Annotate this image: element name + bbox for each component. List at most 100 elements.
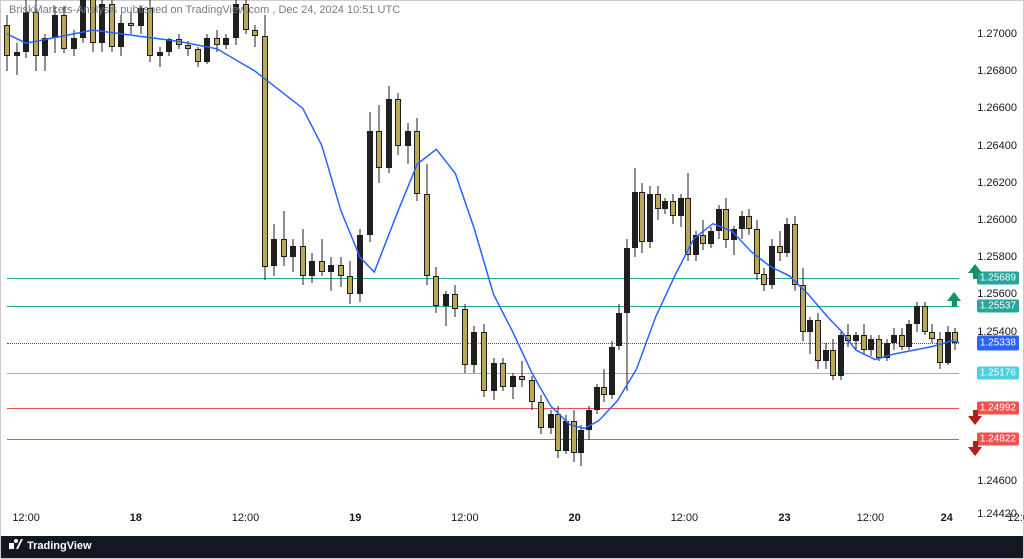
candle[interactable] [800, 268, 806, 341]
candle[interactable] [118, 15, 124, 56]
candle[interactable] [632, 168, 638, 257]
candle[interactable] [731, 226, 737, 256]
candle[interactable] [792, 216, 798, 290]
candle[interactable] [405, 123, 411, 164]
candle[interactable] [739, 211, 745, 239]
candle[interactable] [594, 384, 600, 414]
candle[interactable] [519, 361, 525, 387]
candle[interactable] [157, 47, 163, 67]
candle[interactable] [937, 332, 943, 369]
candle[interactable] [906, 320, 912, 350]
candle[interactable] [386, 86, 392, 173]
candle[interactable] [823, 343, 829, 369]
candle[interactable] [685, 173, 691, 260]
candle[interactable] [655, 186, 661, 219]
candle[interactable] [708, 227, 714, 247]
candle[interactable] [195, 47, 201, 67]
candle[interactable] [571, 410, 577, 462]
candle[interactable] [922, 302, 928, 335]
candle[interactable] [746, 209, 752, 235]
candle[interactable] [945, 326, 951, 365]
candle[interactable] [845, 324, 851, 346]
candle[interactable] [433, 267, 439, 314]
candle[interactable] [662, 198, 668, 215]
candle[interactable] [624, 239, 630, 392]
candle[interactable] [716, 205, 722, 238]
candle[interactable] [214, 30, 220, 52]
candle[interactable] [223, 34, 229, 49]
candle[interactable] [166, 38, 172, 57]
candle[interactable] [300, 229, 306, 285]
candle[interactable] [777, 231, 783, 261]
candle[interactable] [529, 376, 535, 409]
candle[interactable] [204, 34, 210, 64]
candle[interactable] [555, 406, 561, 458]
candle[interactable] [830, 339, 836, 380]
candle[interactable] [500, 358, 506, 391]
candle[interactable] [754, 220, 760, 280]
plot-area[interactable]: 1.256891.255371.251761.249921.248221.253… [7, 19, 959, 512]
candle[interactable] [510, 373, 516, 399]
candle[interactable] [586, 406, 592, 439]
candle[interactable] [876, 335, 882, 361]
candle[interactable] [914, 302, 920, 332]
candle[interactable] [693, 231, 699, 261]
candle[interactable] [609, 341, 615, 399]
candle[interactable] [899, 328, 905, 350]
candle[interactable] [952, 328, 958, 350]
candle[interactable] [670, 194, 676, 224]
candle[interactable] [271, 224, 277, 276]
candle[interactable] [491, 358, 497, 401]
candle[interactable] [14, 43, 20, 75]
candle[interactable] [443, 291, 449, 326]
candle[interactable] [578, 425, 584, 466]
candle[interactable] [891, 328, 897, 350]
candle[interactable] [761, 268, 767, 290]
candle[interactable] [868, 335, 874, 355]
candle[interactable] [807, 317, 813, 354]
candle[interactable] [395, 93, 401, 154]
candle[interactable] [723, 198, 729, 248]
candle[interactable] [647, 186, 653, 247]
candle[interactable] [639, 183, 645, 254]
candle[interactable] [884, 339, 890, 361]
candle[interactable] [601, 369, 607, 402]
candle[interactable] [769, 239, 775, 289]
candle[interactable] [929, 324, 935, 343]
candle[interactable] [176, 34, 182, 49]
candle[interactable] [71, 30, 77, 56]
candle[interactable] [42, 34, 48, 71]
candle[interactable] [357, 229, 363, 302]
candle[interactable] [861, 324, 867, 354]
candle[interactable] [452, 285, 458, 317]
candle[interactable] [462, 304, 468, 373]
candle[interactable] [481, 324, 487, 397]
candle[interactable] [784, 218, 790, 257]
candle[interactable] [414, 118, 420, 202]
candle[interactable] [376, 105, 382, 183]
horizontal-level-line[interactable] [7, 278, 959, 279]
candle[interactable] [424, 164, 430, 285]
candle[interactable] [319, 239, 325, 276]
candle[interactable] [347, 261, 353, 304]
candle[interactable] [548, 410, 554, 434]
candle[interactable] [815, 313, 821, 369]
candle[interactable] [185, 41, 191, 56]
candle[interactable] [4, 15, 10, 71]
candle[interactable] [328, 257, 334, 290]
horizontal-level-line[interactable] [7, 306, 959, 307]
candle[interactable] [290, 239, 296, 272]
candle[interactable] [309, 253, 315, 283]
horizontal-level-line[interactable] [7, 408, 959, 409]
candle[interactable] [262, 15, 268, 279]
candle[interactable] [616, 304, 622, 351]
candle[interactable] [367, 112, 373, 242]
candle[interactable] [853, 332, 859, 351]
candle[interactable] [471, 326, 477, 373]
candle[interactable] [838, 332, 844, 380]
horizontal-level-line[interactable] [7, 439, 959, 440]
y-axis[interactable]: 1.244201.246001.254001.256001.258001.260… [961, 19, 1023, 512]
candle[interactable] [252, 25, 258, 47]
candle[interactable] [538, 395, 544, 434]
candle[interactable] [338, 257, 344, 287]
